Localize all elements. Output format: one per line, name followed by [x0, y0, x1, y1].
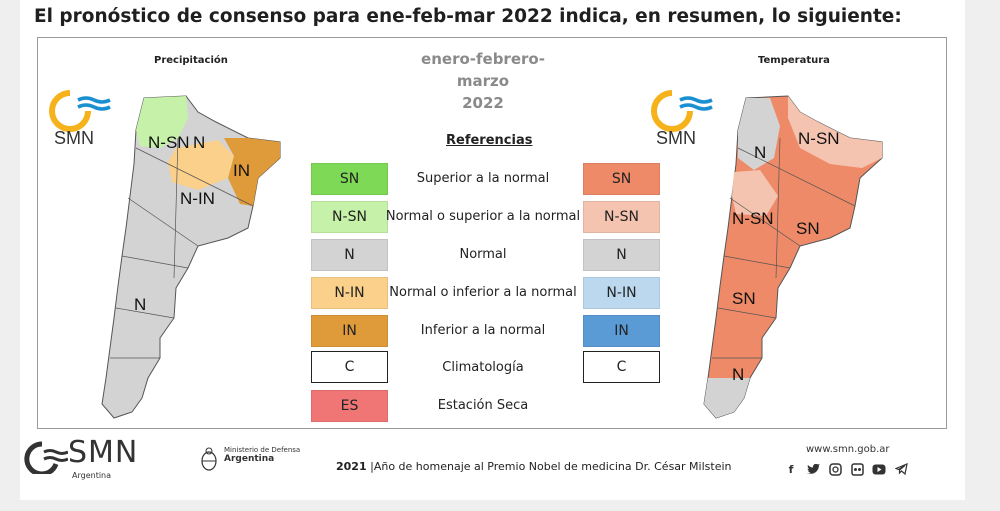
instagram-icon[interactable] [828, 462, 842, 476]
temp-label-n-north: N [754, 143, 766, 162]
ref-label-in: Inferior a la normal [420, 323, 546, 338]
province-lines [110, 137, 254, 359]
temp-logo-text: SMN [656, 128, 696, 148]
temp-label-sn-south: SN [732, 289, 756, 308]
ministry-line2: Argentina [224, 454, 275, 464]
footer-smn-logo: SMN Argentina [24, 435, 139, 480]
precip-swatch-c: C [311, 351, 388, 383]
ministry-line1: Ministerio de Defensa [224, 446, 301, 454]
ref-label-nsn: Normal o superior a la normal [385, 209, 581, 224]
homage-year: 2021 [336, 460, 367, 473]
footer-logo-sub: Argentina [72, 471, 112, 480]
twitter-icon[interactable] [806, 462, 820, 476]
coat-of-arms-icon [201, 447, 217, 471]
ref-label-es: Estación Seca [437, 398, 529, 413]
precip-swatch-es: ES [311, 390, 388, 422]
forecast-panel: enero-febrero-marzo 2022 Precipitación S… [37, 37, 947, 429]
temp-swatch-c: C [583, 351, 660, 383]
youtube-icon[interactable] [872, 462, 886, 476]
ref-label-n: Normal [459, 247, 507, 262]
homage-text: 2021 |Año de homenaje al Premio Nobel de… [336, 460, 732, 473]
telegram-icon[interactable] [894, 462, 908, 476]
temp-swatch-in: IN [583, 315, 660, 347]
facebook-icon[interactable]: f [788, 462, 794, 476]
footer-logo-text: SMN [68, 435, 139, 470]
precip-logo-text: SMN [54, 128, 94, 148]
ministry-logo: Ministerio de Defensa Argentina [200, 446, 300, 472]
ref-label-c: Climatología [442, 360, 524, 375]
flickr-icon[interactable] [850, 462, 864, 476]
homage-body: |Año de homenaje al Premio Nobel de medi… [370, 460, 732, 473]
social-icons: f [784, 462, 908, 476]
precip-label-nin: N-IN [180, 189, 215, 208]
temp-swatch-sn: SN [583, 163, 660, 195]
temp-map: SMN N N-SN N-SN SN SN N [651, 90, 883, 419]
smn-logo-icon: SMN [651, 90, 713, 148]
period-title-line2: 2022 [462, 94, 504, 112]
temp-map-title: Temperatura [758, 55, 830, 66]
precip-label-in: IN [233, 161, 250, 180]
precip-swatch-in: IN [311, 315, 388, 347]
precip-label-n-south: N [134, 295, 146, 314]
temp-swatch-n: N [583, 239, 660, 271]
temp-swatch-nsn: N-SN [583, 201, 660, 233]
smn-logo-icon: SMN [49, 90, 111, 148]
precip-swatch-n: N [311, 239, 388, 271]
ref-label-nin: Normal o inferior a la normal [389, 285, 577, 300]
references-title: Referencias [446, 133, 533, 148]
footer: SMN Argentina Ministerio de Defensa Arge… [0, 432, 945, 500]
headline: El pronóstico de consenso para ene-feb-m… [34, 6, 902, 27]
precip-swatch-sn: SN [311, 163, 388, 195]
temp-label-sn-center: SN [796, 219, 820, 238]
smn-logo-icon [24, 441, 68, 474]
province-lines [712, 137, 856, 359]
temp-label-nsn-north: N-SN [798, 129, 840, 148]
precip-label-nsn: N-SN [148, 133, 190, 152]
precip-map: SMN N-SN N IN N-IN N [49, 90, 281, 419]
website-link[interactable]: www.smn.gob.ar [806, 444, 890, 455]
precip-swatch-nin: N-IN [311, 277, 388, 309]
period-title-line1: enero-febrero-marzo [421, 50, 545, 90]
precip-map-title: Precipitación [154, 55, 228, 66]
temp-swatch-nin: N-IN [583, 277, 660, 309]
ref-label-sn: Superior a la normal [416, 171, 550, 186]
temp-label-n-south: N [732, 365, 744, 384]
precip-label-n-north: N [193, 133, 205, 152]
precip-swatch-nsn: N-SN [311, 201, 388, 233]
period-title: enero-febrero-marzo 2022 [398, 48, 568, 114]
temp-label-nsn-west: N-SN [732, 209, 774, 228]
